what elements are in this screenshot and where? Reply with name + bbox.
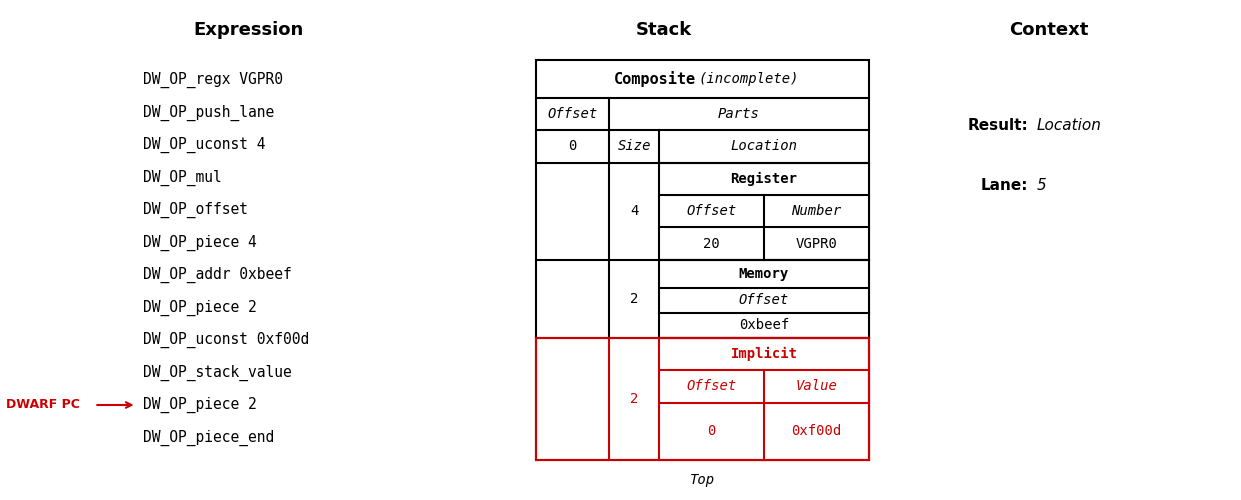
Text: (incomplete): (incomplete)	[699, 72, 799, 86]
Text: Memory: Memory	[738, 267, 789, 281]
Text: Implicit: Implicit	[731, 346, 798, 361]
Text: Stack: Stack	[635, 21, 692, 39]
Text: Composite: Composite	[614, 70, 696, 87]
Text: 4: 4	[630, 204, 638, 218]
Text: DW_OP_push_lane: DW_OP_push_lane	[143, 104, 274, 120]
Text: 2: 2	[630, 392, 638, 406]
Text: 0: 0	[568, 139, 577, 153]
Text: DW_OP_offset: DW_OP_offset	[143, 202, 248, 218]
Text: Register: Register	[731, 172, 798, 186]
Text: 5: 5	[1036, 178, 1046, 192]
Text: DW_OP_regx VGPR0: DW_OP_regx VGPR0	[143, 72, 283, 88]
Text: Expression: Expression	[194, 21, 303, 39]
Text: Value: Value	[795, 379, 838, 393]
Text: Number: Number	[792, 204, 841, 218]
Text: DW_OP_piece 4: DW_OP_piece 4	[143, 234, 257, 250]
Text: DW_OP_stack_value: DW_OP_stack_value	[143, 364, 292, 380]
Text: Location: Location	[1036, 118, 1101, 132]
Text: Location: Location	[731, 139, 798, 153]
Text: 0: 0	[707, 424, 716, 438]
Text: Lane:: Lane:	[980, 178, 1028, 192]
Text: Offset: Offset	[547, 107, 598, 120]
Text: VGPR0: VGPR0	[795, 236, 838, 250]
Text: Offset: Offset	[686, 379, 737, 393]
Text: Offset: Offset	[686, 204, 737, 218]
Text: Context: Context	[1009, 21, 1088, 39]
Text: 2: 2	[630, 292, 638, 306]
Text: Top: Top	[690, 473, 715, 487]
Text: Size: Size	[618, 139, 652, 153]
FancyBboxPatch shape	[659, 162, 869, 260]
Text: DW_OP_piece_end: DW_OP_piece_end	[143, 430, 274, 446]
Text: DW_OP_piece 2: DW_OP_piece 2	[143, 397, 257, 413]
FancyBboxPatch shape	[536, 60, 869, 460]
Text: DW_OP_addr 0xbeef: DW_OP_addr 0xbeef	[143, 267, 292, 283]
FancyBboxPatch shape	[659, 338, 869, 460]
Text: DW_OP_piece 2: DW_OP_piece 2	[143, 300, 257, 316]
Text: 0xbeef: 0xbeef	[738, 318, 789, 332]
Text: Parts: Parts	[719, 107, 759, 120]
FancyBboxPatch shape	[659, 260, 869, 338]
Text: DWARF PC: DWARF PC	[6, 398, 81, 411]
Text: DW_OP_uconst 4: DW_OP_uconst 4	[143, 137, 266, 153]
Text: DW_OP_mul: DW_OP_mul	[143, 170, 221, 186]
Text: Offset: Offset	[738, 293, 789, 307]
Text: Result:: Result:	[968, 118, 1029, 132]
Text: 20: 20	[704, 236, 720, 250]
Text: DW_OP_uconst 0xf00d: DW_OP_uconst 0xf00d	[143, 332, 309, 348]
Text: 0xf00d: 0xf00d	[792, 424, 841, 438]
